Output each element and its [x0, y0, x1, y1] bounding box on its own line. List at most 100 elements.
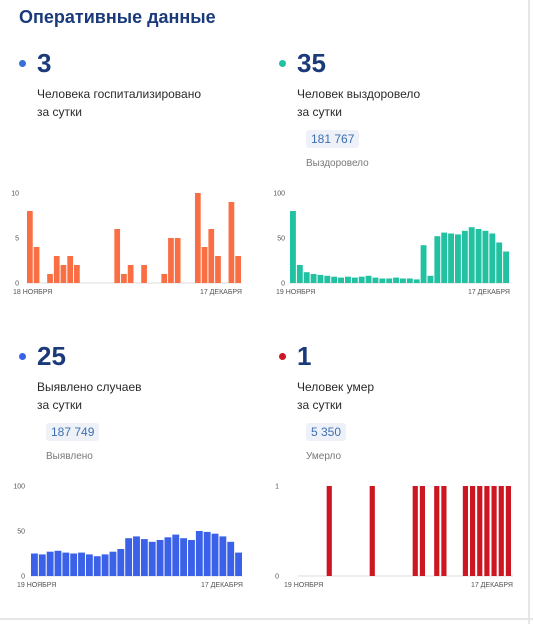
detected-value: 25: [37, 341, 66, 371]
chart-bar: [188, 540, 195, 576]
recovered-description: Человек выздоровело за сутки: [297, 85, 497, 121]
chart-bar: [441, 232, 448, 283]
chart-bar: [219, 536, 227, 576]
hospitalized-panel: 3 Человека госпитализировано за сутки: [19, 50, 269, 340]
y-tick-label: 100: [273, 191, 285, 198]
chart-bar: [427, 275, 434, 283]
chart-bar: [195, 531, 203, 576]
y-tick-label: 5: [15, 236, 19, 243]
hospitalized-value: 3: [37, 48, 52, 78]
chart-bar: [161, 274, 168, 283]
chart-bar: [351, 277, 358, 283]
chart-bar: [303, 272, 310, 283]
chart-bar: [121, 274, 127, 283]
chart-bar: [54, 550, 62, 576]
chart-bar: [358, 276, 365, 283]
chart-bar: [503, 251, 510, 283]
chart-bar: [475, 229, 482, 283]
hospitalized-dot: [19, 59, 26, 67]
chart-bar: [482, 230, 489, 283]
deaths-dot: [279, 352, 286, 360]
chart-bar: [496, 242, 503, 283]
chart-bar: [338, 277, 345, 283]
chart-bar: [228, 202, 235, 283]
detected-description: Выявлено случаев за сутки: [37, 378, 237, 414]
chart-bar: [448, 233, 455, 283]
chart-bar: [60, 265, 67, 283]
hospitalized-line2: за сутки: [37, 105, 82, 119]
chart-bar: [455, 234, 461, 283]
chart-bar: [462, 486, 468, 576]
chart-bar: [38, 554, 46, 576]
chart-bar: [215, 256, 221, 283]
chart-bar: [174, 238, 181, 283]
chart-bar: [434, 236, 441, 283]
chart-bar: [27, 211, 33, 283]
chart-bar: [74, 265, 80, 283]
chart-bar: [133, 536, 140, 576]
x-end-label: 17 ДЕКАБРЯ: [201, 582, 243, 589]
chart-bar: [201, 247, 208, 283]
deaths-description: Человек умер за сутки: [297, 378, 497, 414]
chart-bar: [62, 552, 70, 576]
chart-bar: [211, 533, 219, 576]
chart-bar: [227, 541, 235, 576]
chart-bar: [489, 233, 496, 283]
chart-bar: [33, 247, 40, 283]
chart-bar: [477, 486, 483, 576]
deaths-line2: за сутки: [297, 398, 342, 412]
chart-bar: [372, 277, 379, 283]
chart-bar: [125, 538, 133, 576]
detected-total-label: Выявлено: [46, 451, 93, 462]
chart-bar: [127, 265, 134, 283]
chart-bar: [109, 551, 117, 576]
chart-bar: [140, 539, 148, 576]
chart-bar: [369, 486, 375, 576]
page-title: Оперативные данные: [19, 7, 216, 27]
detected-chart: 100 50 019 НОЯБРЯ 17 ДЕКАБРЯ: [13, 484, 243, 589]
chart-bar: [235, 256, 241, 283]
deaths-total: 5 350: [306, 423, 347, 441]
chart-bar: [46, 551, 54, 576]
chart-bar: [379, 278, 386, 283]
detected-line2: за сутки: [37, 398, 82, 412]
hospitalized-stat: 3: [19, 50, 51, 76]
recovered-stat: 35: [279, 50, 326, 76]
x-start-label: 19 НОЯБРЯ: [284, 582, 323, 589]
recovered-value: 35: [297, 48, 326, 78]
chart-bar: [172, 534, 180, 576]
chart-bar: [386, 278, 393, 283]
chart-bar: [326, 486, 332, 576]
right-edge-divider: [528, 0, 530, 624]
y-tick-label: 10: [11, 191, 19, 198]
y-tick-label: 50: [277, 236, 285, 243]
chart-bar: [117, 549, 125, 576]
chart-bar: [400, 278, 406, 283]
chart-bar: [419, 486, 425, 576]
chart-bar: [505, 486, 511, 576]
chart-bar: [413, 279, 420, 283]
hospitalized-chart: 10 5 018 НОЯБРЯ 17 ДЕКАБРЯ: [11, 191, 242, 296]
chart-bar: [420, 245, 427, 283]
hospitalized-description: Человека госпитализировано за сутки: [37, 85, 237, 121]
y-tick-label: 50: [17, 529, 25, 536]
detected-panel: 25 Выявлено случаев за сутки 187 749 Выя…: [19, 343, 269, 633]
y-tick-label: 1: [275, 484, 279, 491]
x-end-label: 17 ДЕКАБРЯ: [468, 289, 510, 296]
deaths-stat: 1: [279, 343, 311, 369]
chart-bar: [434, 486, 440, 576]
chart-bar: [290, 211, 296, 283]
chart-bar: [461, 230, 468, 283]
chart-bar: [365, 275, 372, 283]
chart-bar: [141, 265, 147, 283]
chart-bar: [310, 274, 317, 283]
chart-bar: [331, 276, 338, 283]
deaths-panel: 1 Человек умер за сутки 5 350 Умерло: [279, 343, 529, 633]
chart-bar: [412, 486, 418, 576]
recovered-line1: Человек выздоровело: [297, 87, 421, 101]
detected-stat: 25: [19, 343, 66, 369]
detected-dot: [19, 352, 26, 360]
detected-line1: Выявлено случаев: [37, 380, 142, 394]
x-end-label: 17 ДЕКАБРЯ: [200, 289, 242, 296]
chart-bar: [393, 277, 400, 283]
